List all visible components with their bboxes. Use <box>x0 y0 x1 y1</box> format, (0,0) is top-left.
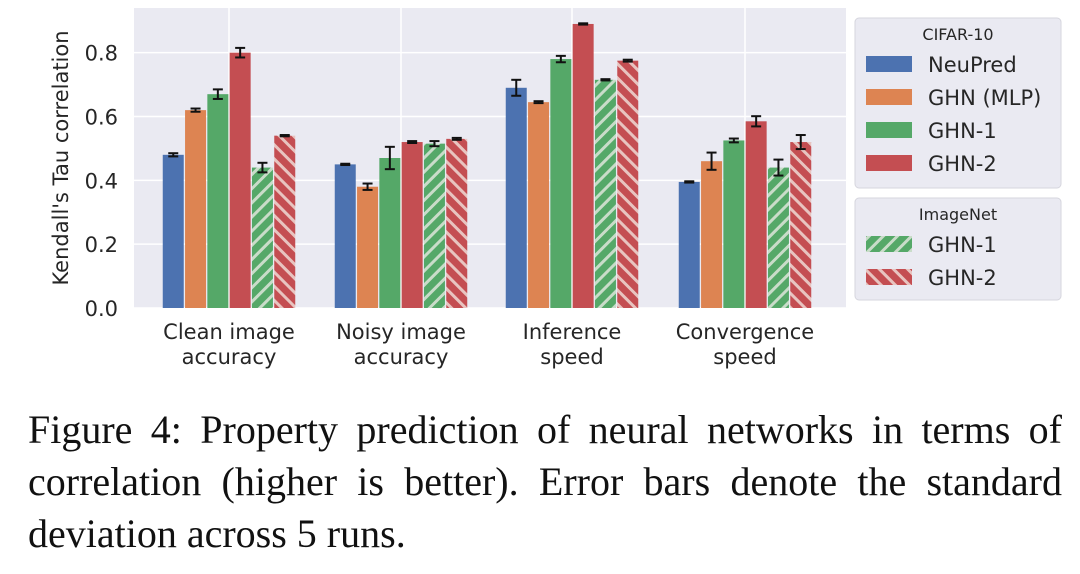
figure-caption: Figure 4: Property prediction of neural … <box>28 407 1062 556</box>
legend-label: GHN-2 <box>928 266 997 290</box>
bar <box>401 142 423 308</box>
y-tick-label: 0.0 <box>85 297 118 321</box>
legend-swatch <box>866 89 912 105</box>
legend-label: GHN (MLP) <box>928 86 1041 110</box>
x-tick-label: accuracy <box>354 345 449 369</box>
bar <box>550 59 572 309</box>
bar <box>572 23 594 308</box>
bar <box>357 186 379 308</box>
legend-swatch <box>866 56 912 72</box>
bar <box>334 164 356 308</box>
bar <box>701 161 723 308</box>
x-tick-label: Noisy image <box>336 320 466 344</box>
legend-swatch <box>866 269 912 285</box>
y-tick-label: 0.2 <box>85 233 118 257</box>
bar <box>505 87 527 308</box>
legend-title: CIFAR-10 <box>922 25 993 44</box>
x-tick-label: Convergence <box>676 320 814 344</box>
y-tick-label: 0.8 <box>85 42 118 66</box>
bar <box>162 154 184 308</box>
x-tick-label: Inference <box>523 320 622 344</box>
legend-title: ImageNet <box>919 205 997 224</box>
legend-swatch <box>866 155 912 171</box>
y-tick-label: 0.6 <box>85 106 118 130</box>
bar <box>767 167 789 308</box>
bar <box>423 143 445 308</box>
bar <box>185 110 207 309</box>
bar <box>678 181 700 308</box>
x-tick-label: speed <box>540 345 603 369</box>
legend-label: GHN-1 <box>928 119 997 143</box>
bar <box>229 52 251 309</box>
legend-label: GHN-2 <box>928 152 997 176</box>
bar <box>207 94 229 308</box>
x-tick-label: Clean image <box>163 320 295 344</box>
bar <box>617 60 639 308</box>
bar <box>790 142 812 308</box>
legend-swatch <box>866 236 912 252</box>
y-axis-label: Kendall's Tau correlation <box>49 30 73 285</box>
bar <box>723 140 745 308</box>
x-tick-label: speed <box>713 345 776 369</box>
bar <box>745 121 767 308</box>
bar <box>594 79 616 309</box>
y-tick-label: 0.4 <box>85 169 118 193</box>
bar <box>379 158 401 308</box>
bar <box>274 135 296 308</box>
legend-label: GHN-1 <box>928 233 997 257</box>
bar <box>528 102 550 309</box>
bar <box>446 138 468 308</box>
legend-label: NeuPred <box>928 53 1017 77</box>
legend-swatch <box>866 122 912 138</box>
bar <box>251 167 273 308</box>
x-tick-label: accuracy <box>182 345 277 369</box>
